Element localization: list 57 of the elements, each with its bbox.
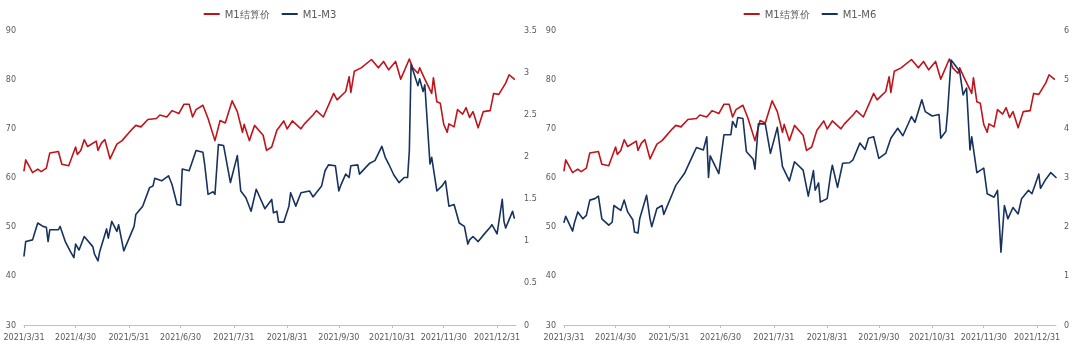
x-tick-label: 2021/3/31 [3,332,45,342]
x-tick-label: 2021/4/30 [55,332,97,342]
x-tick-label: 2021/6/30 [160,332,202,342]
y2-tick-label: 2 [524,151,530,161]
x-tick-label: 2021/5/31 [108,332,150,342]
y-tick-label: 30 [5,320,16,330]
x-tick-label: 2021/9/30 [858,332,900,342]
x-tick-label: 2021/8/31 [806,332,848,342]
y-tick-label: 80 [545,74,556,84]
x-tick-label: 2021/10/31 [369,332,416,342]
y2-tick-label: 0.5 [524,278,537,288]
x-tick-label: 2021/7/31 [213,332,255,342]
y2-tick-label: 6 [1064,25,1070,35]
y2-tick-label: 3.5 [524,25,537,35]
line-series [563,59,1057,254]
x-tick-label: 2021/8/31 [266,332,308,342]
y-tick-label: 40 [545,271,556,281]
y2-tick-label: 5 [1064,74,1070,84]
legend-label: M1-M3 [302,8,337,20]
y-tick-label: 90 [5,25,16,35]
x-tick-label: 2021/5/31 [648,332,690,342]
y2-tick-label: 2 [1064,222,1070,232]
y-tick-label: 30 [545,320,556,330]
y2-tick-label: 0 [524,320,530,330]
y-tick-label: 50 [5,222,16,232]
y-tick-label: 90 [545,25,556,35]
line-series [23,58,516,174]
line-series [23,63,516,262]
legend-label: M1结算价 [764,8,810,20]
y2-tick-label: 2.5 [524,109,537,119]
x-tick-label: 2021/11/30 [960,332,1007,342]
y-tick-label: 60 [5,173,16,182]
legend-label: M1结算价 [224,8,270,20]
y-tick-label: 80 [5,74,16,84]
x-tick-label: 2021/10/31 [909,332,956,342]
y2-tick-label: 3 [524,67,530,77]
y-tick-label: 60 [545,173,556,182]
y-tick-label: 50 [545,222,556,232]
x-tick-label: 2021/12/31 [474,332,521,342]
x-tick-label: 2021/12/31 [1014,332,1061,342]
y-tick-label: 70 [5,123,16,133]
x-tick-label: 2021/11/30 [420,332,467,342]
y2-tick-label: 3 [1064,173,1070,182]
y2-tick-label: 1 [1064,271,1070,281]
y-tick-label: 70 [545,123,556,133]
line-series [563,58,1056,174]
legend-label: M1-M6 [842,8,877,20]
x-tick-label: 2021/7/31 [753,332,795,342]
x-tick-label: 2021/4/30 [595,332,637,342]
x-tick-label: 2021/3/31 [543,332,585,342]
y2-tick-label: 0 [1064,320,1070,330]
y2-tick-label: 1.5 [524,194,537,204]
x-tick-label: 2021/6/30 [700,332,742,342]
x-tick-label: 2021/9/30 [318,332,360,342]
y-tick-label: 40 [5,271,16,281]
y2-tick-label: 1 [524,236,530,246]
y2-tick-label: 4 [1064,123,1070,133]
